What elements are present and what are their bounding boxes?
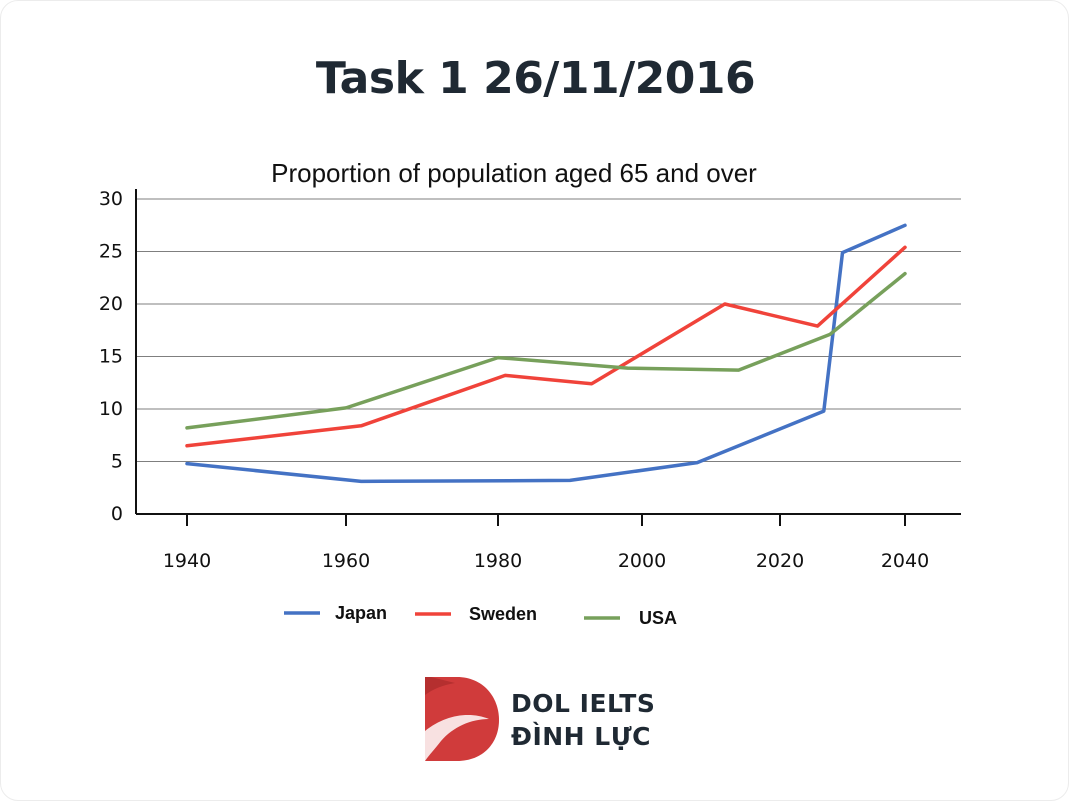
- brand-name: DOL IELTS: [511, 689, 656, 718]
- chart-title: Proportion of population aged 65 and ove…: [271, 158, 757, 188]
- x-tick-label: 1940: [163, 550, 211, 572]
- brand-subtitle: ĐÌNH LỰC: [511, 722, 651, 751]
- legend-label-usa: USA: [639, 608, 677, 628]
- series-line-usa: [185, 271, 907, 430]
- legend: Japan Sweden USA: [284, 603, 677, 628]
- y-tick-label: 25: [99, 241, 123, 263]
- dol-logo-icon: [425, 677, 499, 761]
- y-tick-label: 15: [99, 346, 123, 368]
- y-tick-label: 20: [99, 293, 123, 315]
- x-tick-label: 2020: [756, 550, 804, 572]
- y-tick-label: 10: [99, 398, 123, 420]
- x-tick-label: 2040: [881, 550, 929, 572]
- x-tick-label: 1960: [322, 550, 370, 572]
- x-tick-label: 2000: [618, 550, 666, 572]
- y-tick-label: 0: [111, 503, 123, 525]
- page-title: Task 1 26/11/2016: [315, 53, 756, 104]
- grid-lines: [136, 198, 961, 462]
- series-lines: [185, 223, 907, 484]
- series-line-sweden: [185, 245, 907, 448]
- axes: 0 5 10 15 20 25 30 1940 1960 1980 2000 2020 2040: [99, 188, 961, 572]
- series-line-japan: [185, 223, 907, 484]
- legend-label-japan: Japan: [335, 603, 387, 623]
- y-tick-label: 5: [111, 451, 123, 473]
- x-tick-label: 1980: [474, 550, 522, 572]
- y-tick-label: 30: [99, 188, 123, 210]
- legend-label-sweden: Sweden: [469, 604, 537, 624]
